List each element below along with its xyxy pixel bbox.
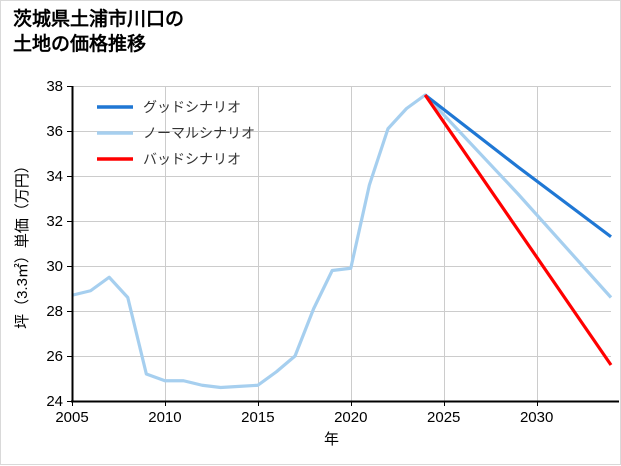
- x-axis-tick-label: 2030: [520, 409, 553, 426]
- y-axis-tick-label: 38: [46, 78, 63, 95]
- y-axis-tick-label: 26: [46, 348, 63, 365]
- x-axis-tick-label: 2015: [241, 409, 274, 426]
- x-axis-tick-label: 2005: [55, 409, 88, 426]
- x-axis-tick-label: 2025: [427, 409, 460, 426]
- axis-spines: [71, 86, 619, 403]
- axis-titles-group: 年 坪（3.3㎡）単価（万円）: [14, 158, 339, 448]
- series-line-good: [424, 93, 612, 239]
- x-axis-tick-label: 2020: [334, 409, 367, 426]
- y-axis-tick-label: 32: [46, 213, 63, 230]
- x-axis-title: 年: [324, 431, 339, 448]
- y-axis-tick-label: 24: [46, 393, 63, 410]
- series-group: [71, 93, 613, 390]
- y-axis-tick-label: 30: [46, 258, 63, 275]
- series-line-bad: [423, 94, 613, 366]
- y-axis-tick-label: 34: [46, 168, 63, 185]
- series-line-normal: [71, 93, 613, 390]
- legend-label: ノーマルシナリオ: [143, 125, 255, 141]
- y-axis-title: 坪（3.3㎡）単価（万円）: [14, 158, 31, 329]
- y-axis-ticks: 24 26 28 30 32 34 36 38: [46, 78, 72, 410]
- page-title: 茨城県土浦市川口の 土地の価格推移: [13, 9, 185, 56]
- legend-label: バッドシナリオ: [143, 151, 241, 167]
- x-axis-tick-label: 2010: [148, 409, 181, 426]
- x-axis-ticks: 2005 2010 2015 2020 2025 2030: [55, 401, 553, 426]
- gridlines-group: [72, 86, 611, 402]
- y-axis-tick-label: 36: [46, 123, 63, 140]
- legend-label: グッドシナリオ: [143, 99, 241, 115]
- y-axis-tick-label: 28: [46, 303, 63, 320]
